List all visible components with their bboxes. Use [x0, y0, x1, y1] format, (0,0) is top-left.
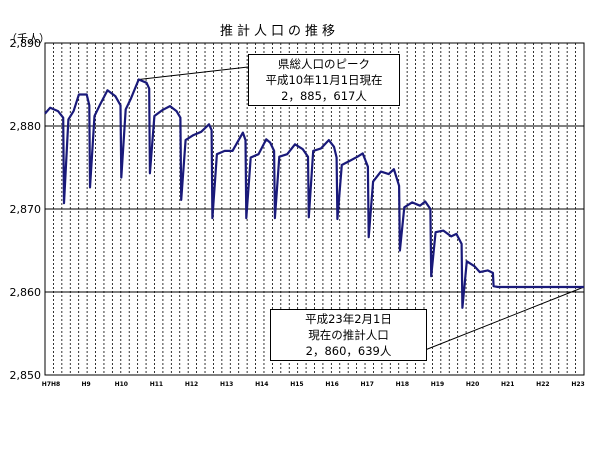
- population-series-line: [44, 78, 584, 309]
- y-tick-label: 2,870: [10, 203, 42, 216]
- y-tick-label: 2,850: [10, 369, 42, 382]
- peak-note-line-2: 平成10年11月1日現在: [265, 73, 383, 87]
- x-tick-label: H17: [361, 381, 374, 388]
- x-tick-labels: H7H8 H9 H10 H11 H12 H13 H14 H15 H16 H17 H18 H19 H20 H…: [42, 381, 585, 388]
- x-tick-label: H20: [466, 381, 479, 388]
- latest-callout: 平成23年2月1日 現在の推計人口 2，860，639人: [270, 309, 427, 361]
- y-tick-labels: 2,850 2,860 2,870 2,880 2,890: [10, 37, 42, 382]
- peak-note-line-3: 2，885，617人: [281, 89, 367, 103]
- axes: [44, 42, 585, 376]
- peak-leader-line: [138, 66, 249, 81]
- y-tick-label: 2,880: [10, 120, 42, 133]
- x-tick-label: H15: [290, 381, 303, 388]
- latest-note-line-2: 現在の推計人口: [308, 328, 389, 342]
- x-tick-label: H12: [185, 381, 198, 388]
- peak-note-line-1: 県総人口のピーク: [278, 57, 370, 71]
- plot-border: [44, 42, 585, 376]
- x-tick-label: H19: [431, 381, 444, 388]
- callout-leaders: [138, 66, 585, 353]
- chart-title: 推計人口の推移: [220, 24, 340, 39]
- x-tick-label: H23: [571, 381, 584, 388]
- x-tick-label: H22: [536, 381, 549, 388]
- y-tick-label: 2,860: [10, 286, 42, 299]
- latest-note-line-3: 2，860，639人: [305, 344, 392, 358]
- x-tick-label: H7H8: [42, 381, 60, 388]
- unit-label: （千人）: [6, 32, 50, 45]
- latest-leader-line: [419, 286, 585, 353]
- x-tick-label: H10: [115, 381, 128, 388]
- x-tick-label: H9: [82, 381, 91, 388]
- y-tick-label: 2,890: [10, 37, 42, 50]
- x-tick-label: H14: [255, 381, 268, 388]
- x-tick-label: H16: [325, 381, 338, 388]
- x-tick-label: H18: [396, 381, 409, 388]
- latest-note-line-1: 平成23年2月1日: [305, 312, 392, 326]
- x-tick-label: H21: [501, 381, 514, 388]
- x-tick-label: H13: [220, 381, 233, 388]
- x-tick-label: H11: [150, 381, 163, 388]
- peak-callout: 県総人口のピーク 平成10年11月1日現在 2，885，617人: [248, 54, 400, 106]
